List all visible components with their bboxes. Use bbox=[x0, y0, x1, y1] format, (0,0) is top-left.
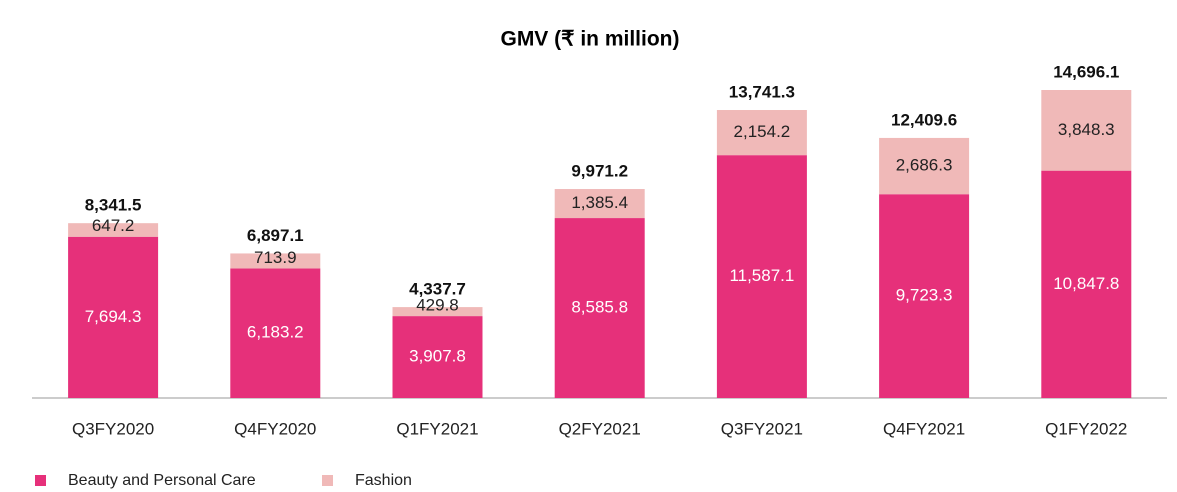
data-label: 7,694.3 bbox=[85, 307, 142, 326]
data-label: 6,183.2 bbox=[247, 323, 304, 342]
data-label: 2,154.2 bbox=[734, 122, 791, 141]
data-label: 429.8 bbox=[416, 296, 459, 315]
x-tick-label: Q4FY2021 bbox=[883, 419, 965, 438]
legend-swatch bbox=[35, 475, 46, 486]
data-label: 11,587.1 bbox=[729, 266, 794, 285]
bar-segment bbox=[716, 110, 807, 156]
data-label: 8,585.8 bbox=[571, 298, 628, 317]
data-label: 10,847.8 bbox=[1053, 274, 1119, 293]
chart-title: GMV (₹ in million) bbox=[500, 28, 679, 51]
total-label: 6,897.1 bbox=[247, 226, 304, 245]
legend-label: Fashion bbox=[355, 472, 412, 489]
data-label: 3,848.3 bbox=[1058, 120, 1115, 139]
legend-label: Beauty and Personal Care bbox=[68, 472, 256, 489]
bar-segment bbox=[68, 236, 159, 398]
bar-segment bbox=[68, 223, 159, 237]
bar-segment bbox=[554, 218, 645, 398]
bar-segment bbox=[879, 137, 970, 195]
total-label: 4,337.7 bbox=[409, 280, 466, 299]
data-label: 1,385.4 bbox=[571, 193, 628, 212]
bar-segment bbox=[230, 253, 321, 269]
data-label: 9,723.3 bbox=[896, 286, 953, 305]
total-label: 9,971.2 bbox=[571, 162, 628, 181]
legend-swatch bbox=[322, 475, 333, 486]
data-label: 713.9 bbox=[254, 248, 297, 267]
bar-segment bbox=[392, 316, 483, 398]
total-label: 12,409.6 bbox=[891, 110, 957, 129]
x-tick-label: Q4FY2020 bbox=[234, 419, 316, 438]
x-tick-label: Q3FY2021 bbox=[721, 419, 803, 438]
x-tick-label: Q3FY2020 bbox=[72, 419, 154, 438]
bar-segment bbox=[554, 189, 645, 219]
bar-segment bbox=[879, 194, 970, 398]
bar-segment bbox=[1041, 170, 1132, 398]
total-label: 14,696.1 bbox=[1053, 62, 1119, 81]
data-label: 2,686.3 bbox=[896, 156, 953, 175]
total-label: 8,341.5 bbox=[85, 196, 142, 215]
total-label: 13,741.3 bbox=[729, 82, 795, 101]
data-label: 3,907.8 bbox=[409, 347, 466, 366]
bar-segment bbox=[716, 155, 807, 398]
bar-segment bbox=[230, 268, 321, 398]
bar-segment bbox=[392, 307, 483, 317]
x-tick-label: Q1FY2021 bbox=[396, 419, 478, 438]
x-tick-label: Q1FY2022 bbox=[1045, 419, 1127, 438]
bar-segment bbox=[1041, 90, 1132, 171]
x-tick-label: Q2FY2021 bbox=[559, 419, 641, 438]
data-label: 647.2 bbox=[92, 216, 135, 235]
